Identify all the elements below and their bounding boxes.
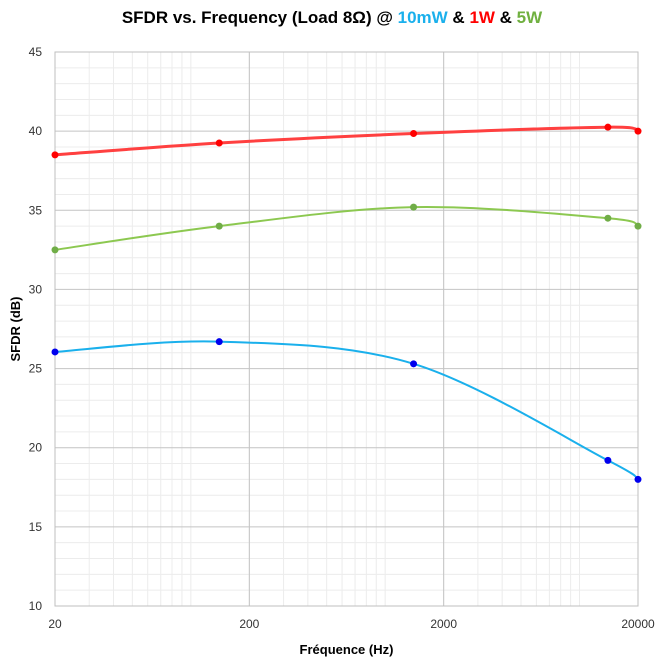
y-tick-labels: 10 15 20 25 30 35 40 45 bbox=[29, 45, 43, 613]
y-axis-title: SFDR (dB) bbox=[8, 297, 23, 362]
series-group bbox=[51, 338, 642, 483]
data-point bbox=[604, 123, 612, 131]
data-point bbox=[215, 338, 223, 346]
data-point bbox=[634, 127, 642, 135]
chart-title-part: 10mW bbox=[397, 8, 448, 27]
x-tick-label: 200 bbox=[239, 617, 259, 631]
y-tick-label: 20 bbox=[29, 441, 43, 455]
minor-gridlines bbox=[55, 52, 638, 606]
plot-area-frame bbox=[54, 51, 639, 607]
y-tick-label: 40 bbox=[29, 124, 43, 138]
data-point bbox=[634, 222, 642, 230]
chart-title-prefix: SFDR vs. Frequency (Load 8Ω) @ bbox=[121, 8, 398, 27]
data-point bbox=[410, 360, 418, 368]
y-tick-label: 15 bbox=[29, 520, 43, 534]
major-gridlines bbox=[55, 52, 638, 606]
series-group bbox=[51, 123, 642, 159]
series-layer bbox=[51, 123, 642, 483]
y-tick-label: 35 bbox=[29, 203, 43, 217]
data-point bbox=[604, 456, 612, 464]
chart-title: SFDR vs. Frequency (Load 8Ω) @ 10mW & 1W… bbox=[0, 8, 664, 28]
chart-title-part: 5W bbox=[516, 8, 543, 27]
data-point bbox=[51, 246, 59, 254]
y-tick-label: 25 bbox=[29, 362, 43, 376]
chart-title-part: 1W bbox=[469, 8, 495, 27]
x-tick-labels: 20 200 2000 20000 bbox=[48, 617, 655, 631]
series-group bbox=[51, 203, 642, 254]
x-tick-label: 20 bbox=[48, 617, 62, 631]
series-line bbox=[54, 205, 639, 251]
data-point bbox=[215, 139, 223, 147]
data-point bbox=[410, 203, 418, 211]
series-line bbox=[54, 340, 639, 481]
chart-title-part: & bbox=[494, 8, 517, 27]
data-point bbox=[51, 348, 59, 356]
data-point bbox=[604, 214, 612, 222]
x-tick-label: 2000 bbox=[430, 617, 457, 631]
data-point bbox=[634, 475, 642, 483]
y-tick-label: 10 bbox=[29, 599, 43, 613]
x-tick-label: 20000 bbox=[621, 617, 655, 631]
x-axis-title: Fréquence (Hz) bbox=[300, 642, 394, 657]
y-tick-label: 30 bbox=[29, 282, 43, 296]
data-point bbox=[51, 151, 59, 159]
chart-title-part: & bbox=[447, 8, 470, 27]
y-tick-label: 45 bbox=[29, 45, 43, 59]
data-point bbox=[410, 130, 418, 138]
data-point bbox=[215, 222, 223, 230]
